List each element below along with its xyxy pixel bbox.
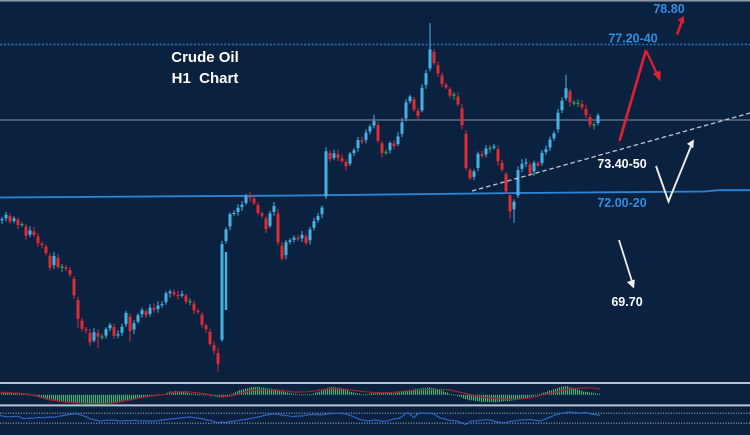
svg-text:78.80: 78.80 <box>653 2 684 16</box>
svg-text:73.40-50: 73.40-50 <box>597 157 646 171</box>
svg-text:72.00-20: 72.00-20 <box>597 196 646 210</box>
svg-text:H1 Chart: H1 Chart <box>172 70 239 87</box>
svg-text:69.70: 69.70 <box>611 295 642 309</box>
svg-text:77.20-40: 77.20-40 <box>608 32 657 46</box>
svg-text:Crude Oil: Crude Oil <box>171 49 239 66</box>
